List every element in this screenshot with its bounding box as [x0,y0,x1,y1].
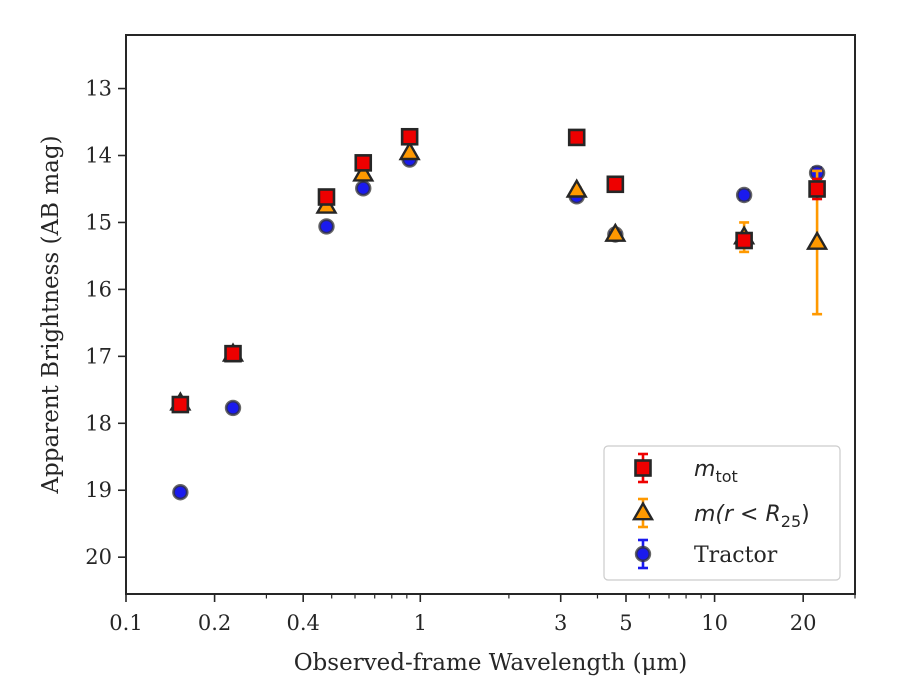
x-tick-label: 5 [619,611,632,635]
data-point-square [400,127,419,146]
legend-marker-square [634,459,652,477]
y-tick-label: 19 [85,478,112,502]
y-tick-label: 18 [85,411,112,435]
data-point-square [606,175,625,194]
data-point-square [354,154,373,172]
y-tick-label: 17 [85,344,112,368]
x-tick-label: 0.4 [286,611,319,635]
x-tick-label: 20 [790,611,817,635]
data-point-square [317,188,336,206]
x-axis-title: Observed-frame Wavelength (μm) [294,650,688,676]
legend: mtot m(r < R25) Tractor [603,445,841,581]
legend-entry: mtot [634,452,738,486]
y-tick-label: 20 [85,545,112,569]
data-point-square [171,395,190,414]
y-axis: 13 14 15 16 17 18 19 20 [85,77,126,569]
x-axis: 0.1 0.2 0.4 1 3 5 10 20 [109,594,856,635]
y-tick-label: 13 [85,77,112,101]
x-tick-label: 3 [554,611,567,635]
data-point-circle [355,180,372,197]
data-point-triangle [352,162,375,182]
data-point-square [735,231,753,250]
legend-entry: Tractor [634,538,778,570]
x-tick-label: 0.1 [109,611,142,635]
data-point-triangle [604,222,627,242]
legend-label: Tractor [694,543,778,568]
legend-entry: m(r < R25) [631,497,810,531]
plot-area [169,127,829,501]
y-tick-label: 14 [85,144,112,168]
data-point-circle [318,218,335,235]
series-square [171,127,826,414]
plot-frame [125,34,856,595]
x-tick-label: 0.2 [198,611,231,635]
data-point-square [567,128,586,147]
data-point-triangle [398,140,421,161]
legend-box [603,445,841,581]
data-point-square [224,344,242,363]
legend-marker-circle [634,545,652,563]
data-point-triangle [805,230,829,250]
y-tick-label: 16 [85,277,112,301]
data-point-circle [172,484,189,501]
x-tick-label: 10 [701,611,728,635]
data-point-circle [735,186,753,204]
data-point-triangle [565,178,588,198]
y-axis-title: Apparent Brightness (AB mag) [38,135,64,494]
legend-label: m(r < R25) [694,502,810,531]
legend-marker-triangle [631,501,655,521]
data-point-circle [224,399,242,417]
data-point-square [808,180,826,198]
x-tick-label: 1 [414,611,427,635]
legend-label: mtot [694,457,738,486]
y-tick-label: 15 [85,210,112,234]
